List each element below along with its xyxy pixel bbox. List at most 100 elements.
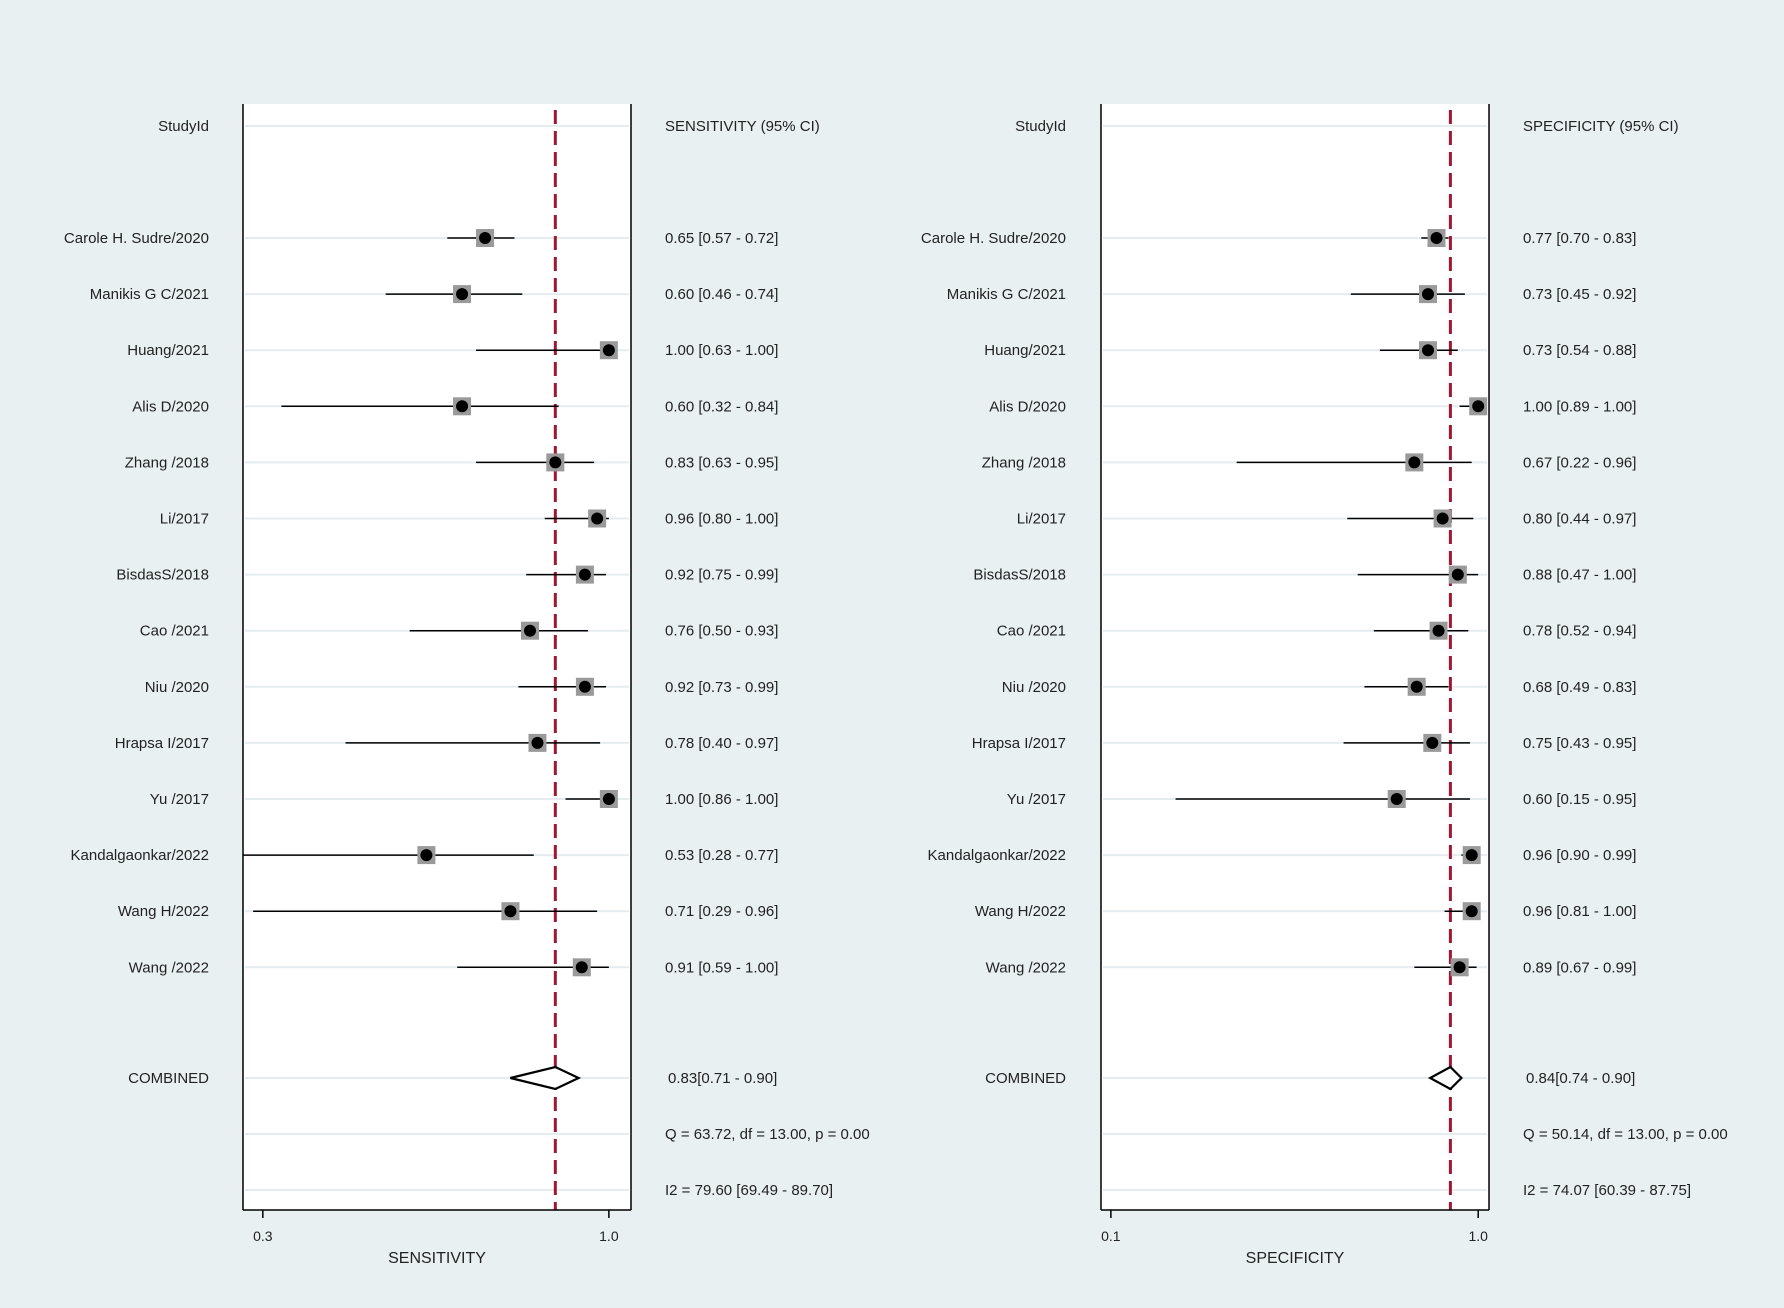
study-label: Li/2017 xyxy=(1017,511,1066,528)
ci-text: 0.60 [0.32 - 0.84] xyxy=(665,398,778,415)
point-estimate xyxy=(1410,680,1423,693)
ci-text: 0.77 [0.70 - 0.83] xyxy=(1523,230,1636,247)
study-label: Manikis G C/2021 xyxy=(90,286,209,303)
point-estimate xyxy=(524,624,537,637)
ci-text: 0.83 [0.63 - 0.95] xyxy=(665,454,778,471)
study-label: Cao /2021 xyxy=(997,623,1066,640)
combined-ci-text: 0.83[0.71 - 0.90] xyxy=(668,1070,777,1087)
study-label: Li/2017 xyxy=(160,511,209,528)
forest-plot-figure: StudyId SENSITIVITY (95% CI) Carole H. Sud… xyxy=(7,7,1777,1294)
ci-text: 1.00 [0.63 - 1.00] xyxy=(665,342,778,359)
point-estimate xyxy=(1451,568,1464,581)
point-estimate xyxy=(1436,512,1449,525)
q-statistic: Q = 50.14, df = 13.00, p = 0.00 xyxy=(1523,1126,1728,1143)
study-label: Zhang /2018 xyxy=(982,454,1066,471)
ci-text: 0.71 [0.29 - 0.96] xyxy=(665,903,778,920)
ci-text: 0.96 [0.81 - 1.00] xyxy=(1523,903,1636,920)
point-estimate xyxy=(1465,849,1478,862)
plot-area xyxy=(243,104,631,1210)
study-label: Huang/2021 xyxy=(127,342,209,359)
study-label: Kandalgaonkar/2022 xyxy=(928,847,1066,864)
study-label: Hrapsa I/2017 xyxy=(115,735,209,752)
study-label: BisdasS/2018 xyxy=(973,567,1066,584)
study-label: Manikis G C/2021 xyxy=(947,286,1066,303)
ci-text: 0.73 [0.54 - 0.88] xyxy=(1523,342,1636,359)
ci-text: 0.60 [0.46 - 0.74] xyxy=(665,286,778,303)
ci-text: 0.53 [0.28 - 0.77] xyxy=(665,847,778,864)
study-label: Niu /2020 xyxy=(1002,679,1066,696)
ci-text: 0.78 [0.52 - 0.94] xyxy=(1523,623,1636,640)
study-label: Carole H. Sudre/2020 xyxy=(921,230,1066,247)
point-estimate xyxy=(1453,961,1466,974)
point-estimate xyxy=(591,512,604,525)
ci-text: 0.73 [0.45 - 0.92] xyxy=(1523,286,1636,303)
ci-text: 0.80 [0.44 - 0.97] xyxy=(1523,511,1636,528)
point-estimate xyxy=(578,680,591,693)
ci-text: 0.88 [0.47 - 1.00] xyxy=(1523,567,1636,584)
i2-statistic: I2 = 79.60 [69.49 - 89.70] xyxy=(665,1182,833,1199)
study-label: Wang /2022 xyxy=(986,959,1066,976)
combined-diamond xyxy=(1427,1065,1463,1091)
point-estimate xyxy=(1472,400,1485,413)
plot-area xyxy=(1101,104,1489,1210)
study-label: Alis D/2020 xyxy=(989,398,1066,415)
x-tick-label: 1.0 xyxy=(1468,1228,1488,1244)
study-label: Wang H/2022 xyxy=(975,903,1066,920)
ci-text: 0.75 [0.43 - 0.95] xyxy=(1523,735,1636,752)
x-axis-title: SENSITIVITY xyxy=(388,1250,486,1267)
ci-text: 0.67 [0.22 - 0.96] xyxy=(1523,454,1636,471)
sensitivity-panel: StudyId SENSITIVITY (95% CI) Carole H. Sud… xyxy=(64,104,870,1267)
study-label: Zhang /2018 xyxy=(125,454,209,471)
x-axis-title: SPECIFICITY xyxy=(1246,1250,1345,1267)
x-tick-label: 1.0 xyxy=(599,1228,619,1244)
ci-text: 0.96 [0.80 - 1.00] xyxy=(665,511,778,528)
i2-statistic: I2 = 74.07 [60.39 - 87.75] xyxy=(1523,1182,1691,1199)
ci-text: 0.68 [0.49 - 0.83] xyxy=(1523,679,1636,696)
ci-header: SPECIFICITY (95% CI) xyxy=(1523,118,1679,135)
point-estimate xyxy=(602,793,615,805)
study-id-header: StudyId xyxy=(1015,118,1066,135)
point-estimate xyxy=(420,849,433,862)
study-label: Yu /2017 xyxy=(150,791,209,808)
point-estimate xyxy=(1390,793,1403,805)
point-estimate xyxy=(578,568,591,581)
point-estimate xyxy=(1465,905,1478,918)
study-label: Carole H. Sudre/2020 xyxy=(64,230,209,247)
point-estimate xyxy=(549,456,562,469)
study-label: Niu /2020 xyxy=(145,679,209,696)
study-label: Huang/2021 xyxy=(984,342,1066,359)
ci-text: 0.92 [0.75 - 0.99] xyxy=(665,567,778,584)
point-estimate xyxy=(1422,344,1434,357)
point-estimate xyxy=(1408,456,1421,469)
point-estimate xyxy=(1422,288,1434,301)
ci-text: 0.65 [0.57 - 0.72] xyxy=(665,230,778,247)
combined-ci-text: 0.84[0.74 - 0.90] xyxy=(1526,1070,1635,1087)
ci-text: 0.60 [0.15 - 0.95] xyxy=(1523,791,1636,808)
study-label: Wang /2022 xyxy=(129,959,209,976)
ci-text: 0.89 [0.67 - 0.99] xyxy=(1523,959,1636,976)
combined-diamond xyxy=(510,1065,582,1091)
combined-label: COMBINED xyxy=(128,1070,209,1087)
point-estimate xyxy=(479,232,492,244)
point-estimate xyxy=(1426,736,1439,749)
specificity-panel: StudyId SPECIFICITY (95% CI) Carole H. Sud… xyxy=(921,104,1728,1267)
point-estimate xyxy=(602,344,615,357)
forest-plots-svg: StudyId SENSITIVITY (95% CI) Carole H. Sud… xyxy=(64,104,1728,1267)
ci-text: 1.00 [0.86 - 1.00] xyxy=(665,791,778,808)
study-label: BisdasS/2018 xyxy=(116,567,209,584)
study-label: Alis D/2020 xyxy=(132,398,209,415)
point-estimate xyxy=(504,905,517,918)
combined-label: COMBINED xyxy=(985,1070,1066,1087)
study-label: Hrapsa I/2017 xyxy=(972,735,1066,752)
point-estimate xyxy=(456,288,469,301)
ci-text: 0.91 [0.59 - 1.00] xyxy=(665,959,778,976)
ci-text: 0.96 [0.90 - 0.99] xyxy=(1523,847,1636,864)
point-estimate xyxy=(531,736,544,749)
ci-text: 0.78 [0.40 - 0.97] xyxy=(665,735,778,752)
x-tick-label: 0.3 xyxy=(253,1228,273,1244)
point-estimate xyxy=(575,961,588,974)
point-estimate xyxy=(456,400,469,413)
study-id-header: StudyId xyxy=(158,118,209,135)
ci-text: 0.92 [0.73 - 0.99] xyxy=(665,679,778,696)
study-label: Yu /2017 xyxy=(1007,791,1066,808)
